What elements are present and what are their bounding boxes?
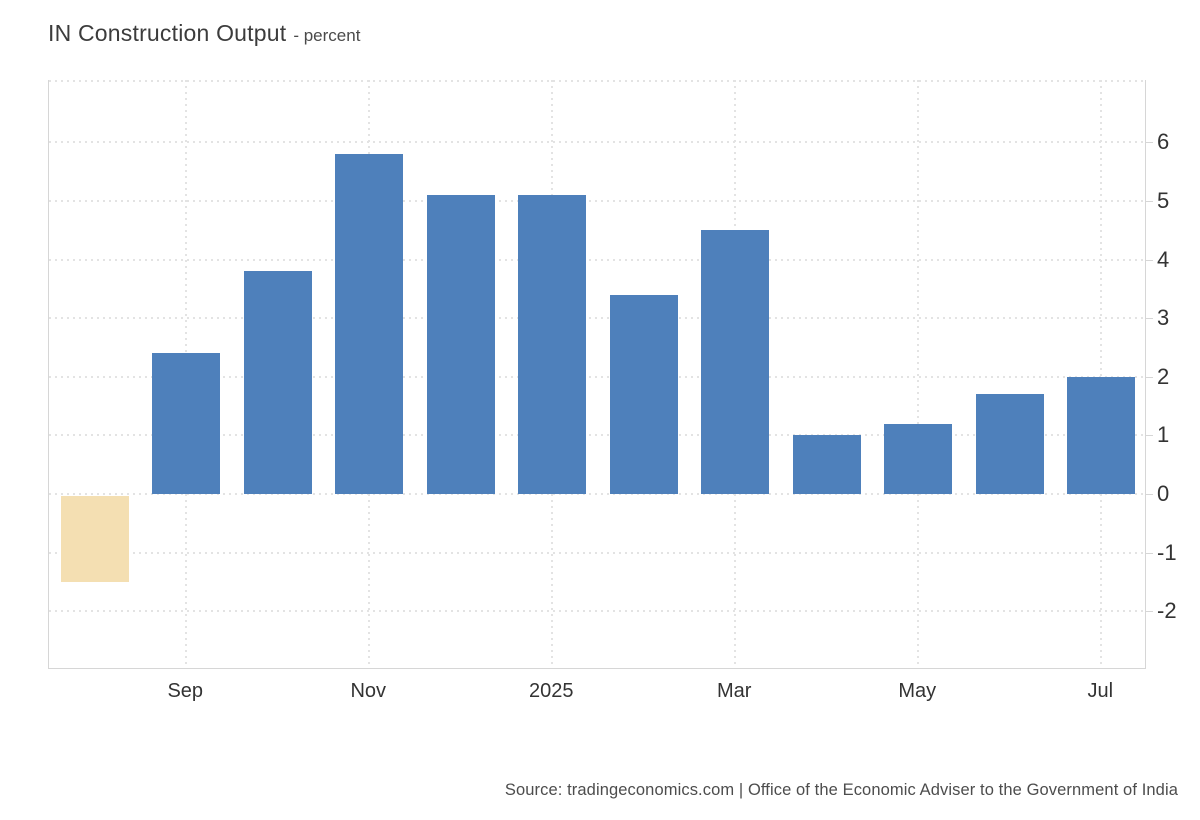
y-tick-label: 4 [1157,246,1170,272]
y-tick-label: -1 [1157,539,1177,565]
y-tick-mark [1146,376,1153,378]
bar-apr-2025[interactable] [792,435,861,494]
bar-jun-2025[interactable] [975,394,1044,494]
gridline [49,610,1145,613]
chart-title: IN Construction Output [48,20,287,46]
y-tick-label: 5 [1157,188,1170,213]
bar-jul-2025[interactable] [1067,376,1136,494]
y-tick-mark [1146,259,1153,261]
x-tick-label: Mar [717,680,752,702]
gridline [49,375,1145,378]
y-tick-mark [1146,494,1153,495]
plot-area [48,80,1146,669]
bar-dec-2024[interactable] [426,195,495,494]
x-tick-label: Sep [167,680,204,702]
bar-nov-2024[interactable] [335,154,404,494]
gridline [1100,80,1103,668]
chart-subtitle: - percent [293,26,361,45]
x-tick-label: 2025 [529,680,574,702]
bar-feb-2025[interactable] [609,294,678,494]
bar-sep-2024[interactable] [152,353,221,494]
bar-aug-2024[interactable] [60,495,129,582]
bar-oct-2024[interactable] [243,271,312,494]
gridline [49,493,1145,495]
bar-mar-2025[interactable] [701,230,770,494]
y-tick-label: 2 [1157,363,1170,389]
bar-may-2025[interactable] [884,423,953,494]
y-tick-label: -2 [1157,598,1177,624]
y-tick-label: 3 [1157,305,1170,331]
y-tick-label: 6 [1157,129,1170,155]
y-tick-mark [1146,611,1153,613]
gridline [49,200,1145,202]
y-tick-label: 1 [1157,422,1170,448]
y-tick-mark [1146,142,1153,144]
y-tick-mark [1146,435,1153,437]
x-tick-label: Nov [350,680,387,702]
x-tick-label: Jul [1087,680,1114,702]
gridline [49,141,1145,144]
source-attribution: Source: tradingeconomics.com | Office of… [504,781,1178,799]
bar-jan-2025[interactable] [518,195,587,494]
y-tick-mark [1146,552,1153,554]
x-tick-label: May [898,680,937,702]
gridline [49,80,1145,82]
gridline [49,551,1145,554]
gridline [49,258,1145,261]
gridline [49,434,1145,437]
y-tick-mark [1146,318,1153,320]
y-tick-mark [1146,201,1153,202]
chart-header: IN Construction Output - percent [48,20,360,47]
gridline [917,80,920,668]
gridline [49,317,1145,320]
y-tick-label: 0 [1157,481,1170,506]
